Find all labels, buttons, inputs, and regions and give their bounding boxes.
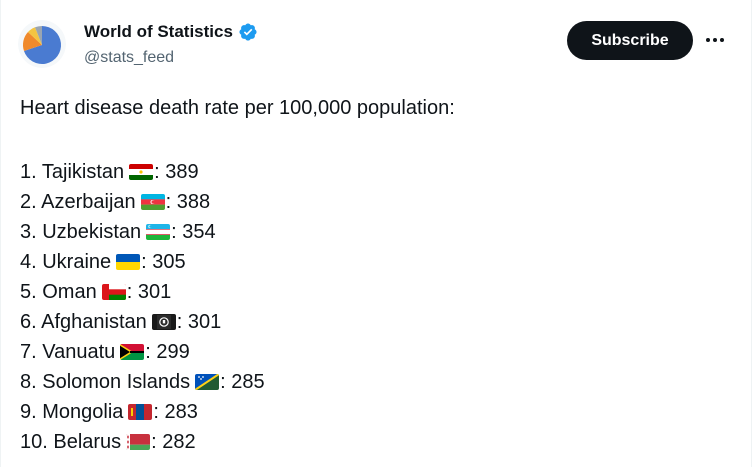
vanuatu-flag-icon	[120, 344, 145, 360]
account-name[interactable]: World of Statistics	[84, 22, 233, 41]
list-item: 9. Mongolia : 283	[20, 397, 265, 427]
item-label: 2. Azerbaijan	[20, 191, 136, 213]
azerbaijan-flag-icon	[140, 194, 165, 210]
item-value: : 354	[171, 221, 216, 243]
item-label: 7. Vanuatu	[20, 341, 116, 363]
oman-flag-icon	[101, 284, 126, 300]
item-value: : 285	[220, 371, 265, 393]
list-item: 7. Vanuatu : 299	[20, 337, 265, 367]
account-handle[interactable]: @stats_feed	[84, 49, 175, 66]
list-item: 4. Ukraine : 305	[20, 247, 265, 277]
mongolia-flag-icon	[128, 404, 153, 420]
uzbekistan-flag-icon	[146, 224, 171, 240]
solomon-islands-flag-icon	[195, 374, 220, 390]
more-options-button[interactable]	[701, 28, 729, 52]
item-value: : 282	[151, 431, 196, 453]
account-name-row[interactable]: World of Statistics	[84, 22, 258, 42]
avatar[interactable]	[18, 20, 66, 68]
item-label: 5. Oman	[20, 281, 97, 303]
ranking-list: 1. Tajikistan : 389 2. Azerbaijan : 388 …	[20, 157, 265, 457]
item-value: : 389	[154, 161, 199, 183]
belarus-flag-icon	[126, 434, 151, 450]
item-value: : 299	[145, 341, 190, 363]
item-label: 4. Ukraine	[20, 251, 112, 273]
item-label: 10. Belarus	[20, 431, 122, 453]
item-label: 8. Solomon Islands	[20, 371, 191, 393]
list-item: 10. Belarus : 282	[20, 427, 265, 457]
list-item: 1. Tajikistan : 389	[20, 157, 265, 187]
afghanistan-flag-icon	[151, 314, 176, 330]
item-value: : 283	[153, 401, 198, 423]
list-item: 3. Uzbekistan : 354	[20, 217, 265, 247]
list-item: 6. Afghanistan : 301	[20, 307, 265, 337]
verified-badge-icon[interactable]	[238, 22, 258, 42]
list-item: 8. Solomon Islands : 285	[20, 367, 265, 397]
item-label: 1. Tajikistan	[20, 161, 125, 183]
ukraine-flag-icon	[116, 254, 141, 270]
item-value: : 388	[165, 191, 211, 213]
pie-chart-avatar-icon	[18, 20, 66, 68]
item-value: : 301	[126, 281, 172, 303]
item-label: 9. Mongolia	[20, 401, 124, 423]
more-horizontal-icon	[706, 38, 724, 42]
item-label: 3. Uzbekistan	[20, 221, 142, 243]
item-value: : 305	[141, 251, 186, 273]
item-value: : 301	[176, 311, 222, 333]
list-item: 5. Oman : 301	[20, 277, 265, 307]
subscribe-button[interactable]: Subscribe	[567, 21, 693, 60]
tajikistan-flag-icon	[129, 164, 154, 180]
tweet-headline: Heart disease death rate per 100,000 pop…	[20, 97, 455, 119]
list-item: 2. Azerbaijan : 388	[20, 187, 265, 217]
item-label: 6. Afghanistan	[20, 311, 147, 333]
